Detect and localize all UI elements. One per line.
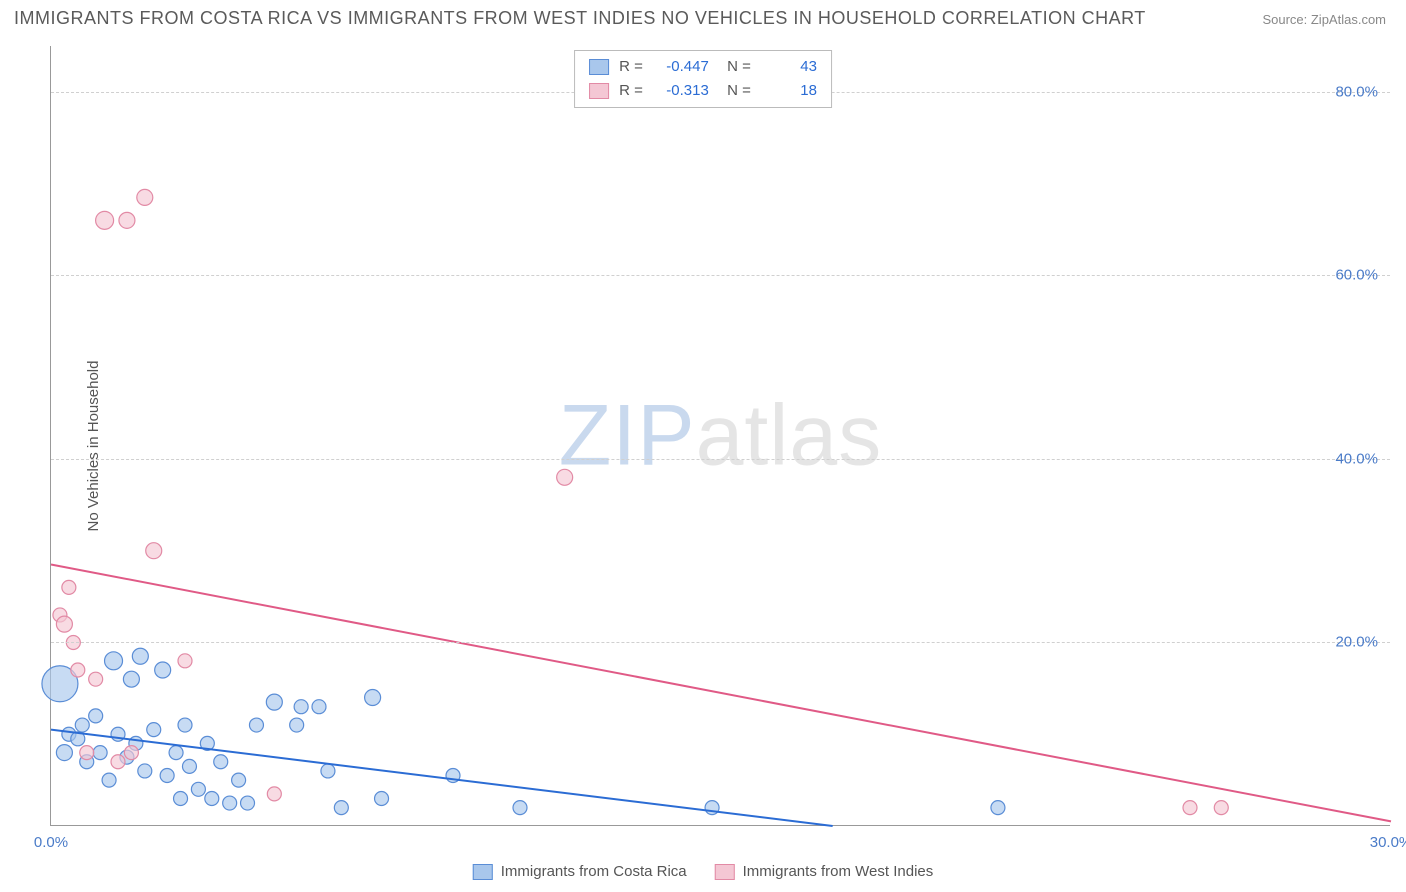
data-point <box>205 791 219 805</box>
data-point <box>137 189 153 205</box>
data-point <box>111 755 125 769</box>
data-point <box>132 648 148 664</box>
y-tick-label: 60.0% <box>1335 267 1378 284</box>
n-value-west-indies: 18 <box>761 79 817 103</box>
data-point <box>169 746 183 760</box>
series-legend: Immigrants from Costa Rica Immigrants fr… <box>473 863 933 880</box>
data-point <box>290 718 304 732</box>
swatch-west-indies <box>589 83 609 99</box>
data-point <box>75 718 89 732</box>
swatch-costa-rica <box>589 59 609 75</box>
data-point <box>267 787 281 801</box>
n-label: N = <box>719 55 751 79</box>
data-point <box>62 580 76 594</box>
data-point <box>178 718 192 732</box>
gridline <box>51 642 1390 643</box>
legend-item-costa-rica: Immigrants from Costa Rica <box>473 863 687 880</box>
gridline <box>51 459 1390 460</box>
chart-svg <box>51 46 1390 825</box>
data-point <box>1183 801 1197 815</box>
data-point <box>155 662 171 678</box>
legend-row-west-indies: R = -0.313 N = 18 <box>589 79 817 103</box>
y-tick-label: 20.0% <box>1335 634 1378 651</box>
data-point <box>178 654 192 668</box>
data-point <box>334 801 348 815</box>
data-point <box>266 694 282 710</box>
r-value-west-indies: -0.313 <box>653 79 709 103</box>
r-label: R = <box>619 55 643 79</box>
data-point <box>557 469 573 485</box>
data-point <box>513 801 527 815</box>
data-point <box>96 211 114 229</box>
n-value-costa-rica: 43 <box>761 55 817 79</box>
data-point <box>321 764 335 778</box>
data-point <box>232 773 246 787</box>
data-point <box>223 796 237 810</box>
y-tick-label: 80.0% <box>1335 83 1378 100</box>
data-point <box>191 782 205 796</box>
data-point <box>1214 801 1228 815</box>
x-tick-label: 30.0% <box>1370 834 1406 851</box>
data-point <box>102 773 116 787</box>
data-point <box>214 755 228 769</box>
legend-row-costa-rica: R = -0.447 N = 43 <box>589 55 817 79</box>
legend-label: Immigrants from West Indies <box>743 863 934 880</box>
legend-label: Immigrants from Costa Rica <box>501 863 687 880</box>
data-point <box>147 723 161 737</box>
data-point <box>124 746 138 760</box>
data-point <box>105 652 123 670</box>
y-tick-label: 40.0% <box>1335 450 1378 467</box>
data-point <box>123 671 139 687</box>
swatch-costa-rica <box>473 864 493 880</box>
data-point <box>182 759 196 773</box>
data-point <box>56 616 72 632</box>
chart-title: IMMIGRANTS FROM COSTA RICA VS IMMIGRANTS… <box>14 8 1146 29</box>
data-point <box>241 796 255 810</box>
trend-line <box>51 564 1391 821</box>
data-point <box>294 700 308 714</box>
data-point <box>138 764 152 778</box>
data-point <box>119 212 135 228</box>
r-value-costa-rica: -0.447 <box>653 55 709 79</box>
plot-area: ZIPatlas 20.0%40.0%60.0%80.0%0.0%30.0% <box>50 46 1390 826</box>
data-point <box>375 791 389 805</box>
data-point <box>89 672 103 686</box>
data-point <box>160 769 174 783</box>
x-tick-label: 0.0% <box>34 834 68 851</box>
data-point <box>146 543 162 559</box>
data-point <box>80 746 94 760</box>
swatch-west-indies <box>715 864 735 880</box>
data-point <box>312 700 326 714</box>
data-point <box>93 746 107 760</box>
data-point <box>56 745 72 761</box>
gridline <box>51 275 1390 276</box>
correlation-legend: R = -0.447 N = 43 R = -0.313 N = 18 <box>574 50 832 108</box>
data-point <box>89 709 103 723</box>
data-point <box>365 690 381 706</box>
n-label: N = <box>719 79 751 103</box>
data-point <box>71 663 85 677</box>
data-point <box>174 791 188 805</box>
data-point <box>249 718 263 732</box>
r-label: R = <box>619 79 643 103</box>
legend-item-west-indies: Immigrants from West Indies <box>715 863 934 880</box>
source-credit: Source: ZipAtlas.com <box>1262 12 1386 27</box>
data-point <box>991 801 1005 815</box>
